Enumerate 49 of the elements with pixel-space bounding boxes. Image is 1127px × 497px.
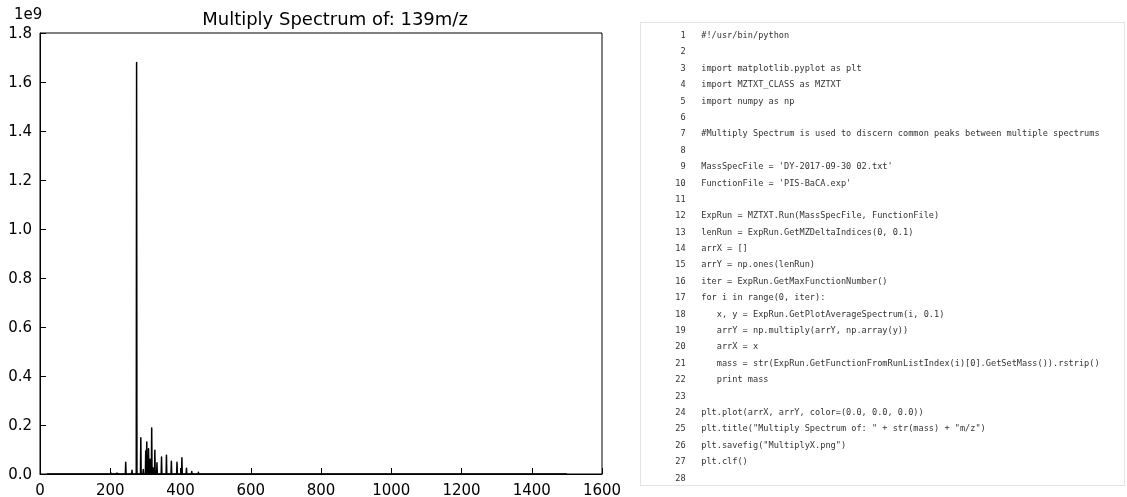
text: 14 arrX = [] bbox=[674, 242, 748, 256]
text: 1e9 bbox=[14, 4, 43, 23]
text: 6 bbox=[679, 110, 687, 124]
y-tick-label: 0.2 bbox=[8, 416, 32, 434]
text: 28 bbox=[674, 471, 687, 485]
y-tick-label: 0.4 bbox=[8, 367, 32, 385]
text: 3 import matplotlib.pyplot as plt bbox=[679, 61, 862, 75]
chart-title: Multiply Spectrum of: 139m/z bbox=[202, 7, 468, 29]
text: 10 FunctionFile = 'PIS-BaCA.exp' bbox=[674, 176, 852, 190]
text: 18 x, y = ExpRun.GetPlotAverageSpectrum(i, 0.1) bbox=[674, 307, 945, 321]
x-tick-label: 600 bbox=[236, 480, 266, 497]
y-tick-label: 0.8 bbox=[8, 269, 32, 287]
text: 24 plt.plot(arrX, arrY, color=(0.0, 0.0, 0.0)) bbox=[674, 406, 924, 419]
text: 4 import MZTXT_CLASS as MZTXT bbox=[679, 78, 841, 92]
text: 20 arrX = x bbox=[674, 340, 759, 354]
y-tick-label: 0.0 bbox=[8, 465, 32, 483]
x-tick-label: 1200 bbox=[442, 480, 481, 497]
y-tick-label: 1.2 bbox=[8, 171, 32, 189]
text: 23 bbox=[674, 389, 687, 403]
text: 8 bbox=[679, 143, 687, 157]
y-tick-label: 1.6 bbox=[8, 73, 32, 91]
text: 26 plt.savefig("MultiplyX.png") bbox=[674, 438, 847, 452]
text: 19 arrY = np.multiply(arrY, np.array(y)) bbox=[674, 324, 909, 338]
text: 21 mass = str(ExpRun.GetFunctionFromRunListIndex(i)[0].GetSetMass()).rstrip() bbox=[674, 356, 1100, 370]
text: 12 ExpRun = MZTXT.Run(MassSpecFile, FunctionFile) bbox=[674, 209, 940, 223]
x-tick-label: 200 bbox=[95, 480, 125, 497]
text: 27 plt.clf() bbox=[674, 455, 748, 469]
y-tick-label: 1.8 bbox=[8, 24, 32, 42]
text: 9 MassSpecFile = 'DY-2017-09-30 02.txt' bbox=[679, 160, 893, 174]
y-tick-label: 1.4 bbox=[8, 122, 32, 140]
text: 7 #Multiply Spectrum is used to discern common peaks between multiple spectrums bbox=[679, 127, 1100, 141]
x-tick-label: 400 bbox=[166, 480, 195, 497]
text: 16 iter = ExpRun.GetMaxFunctionNumber() bbox=[674, 274, 888, 288]
text: 25 plt.title("Multiply Spectrum of: " + str(mass) + "m/z") bbox=[674, 422, 986, 436]
text: 13 lenRun = ExpRun.GetMZDeltaIndices(0, 0.1) bbox=[674, 225, 914, 239]
text: 22 print mass bbox=[674, 373, 769, 387]
text: 11 bbox=[674, 192, 687, 206]
text: 2 bbox=[679, 45, 687, 59]
y-tick-label: 0.6 bbox=[8, 318, 32, 336]
x-tick-label: 800 bbox=[306, 480, 336, 497]
text: 1 #!/usr/bin/python bbox=[679, 29, 790, 42]
x-tick-label: 1600 bbox=[582, 480, 622, 497]
text: 17 for i in range(0, iter): bbox=[674, 291, 826, 305]
x-tick-label: 0 bbox=[35, 480, 45, 497]
y-tick-label: 1.0 bbox=[8, 220, 32, 238]
x-tick-label: 1400 bbox=[512, 480, 551, 497]
text: 5 import numpy as np bbox=[679, 94, 795, 108]
x-tick-label: 1000 bbox=[372, 480, 411, 497]
text: 15 arrY = np.ones(lenRun) bbox=[674, 258, 816, 272]
